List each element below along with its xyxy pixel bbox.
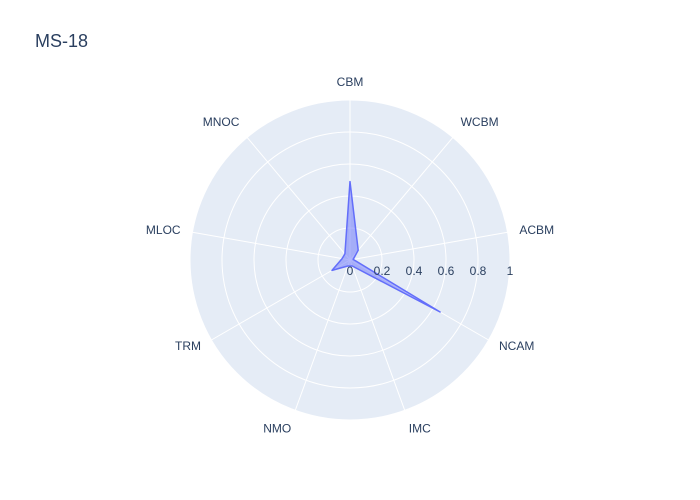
radial-tick-label: 0 [347, 264, 354, 278]
angular-gridline [294, 259, 351, 411]
angular-gridline [349, 259, 406, 411]
angular-gridline [246, 137, 351, 261]
radial-tick-label: 1 [507, 264, 514, 278]
category-label: MLOC [146, 223, 181, 237]
category-label: ACBM [519, 223, 554, 237]
angular-gridline [349, 137, 454, 261]
series-area [331, 180, 441, 313]
category-label: IMC [409, 422, 431, 436]
angular-gridline [192, 231, 351, 261]
radial-tick-label: 0.2 [374, 264, 391, 278]
category-label: NMO [263, 422, 291, 436]
category-label: TRM [175, 339, 201, 353]
angular-gridline [211, 259, 351, 341]
category-label: WCBM [461, 115, 499, 129]
category-label: NCAM [499, 339, 534, 353]
radial-tick-label: 0.6 [438, 264, 455, 278]
chart-title: MS-18 [35, 31, 89, 51]
category-label: MNOC [203, 115, 240, 129]
angular-gridline [349, 231, 508, 261]
radial-tick-label: 0.8 [470, 264, 487, 278]
radial-tick-label: 0.4 [406, 264, 423, 278]
category-label: CBM [337, 75, 364, 89]
